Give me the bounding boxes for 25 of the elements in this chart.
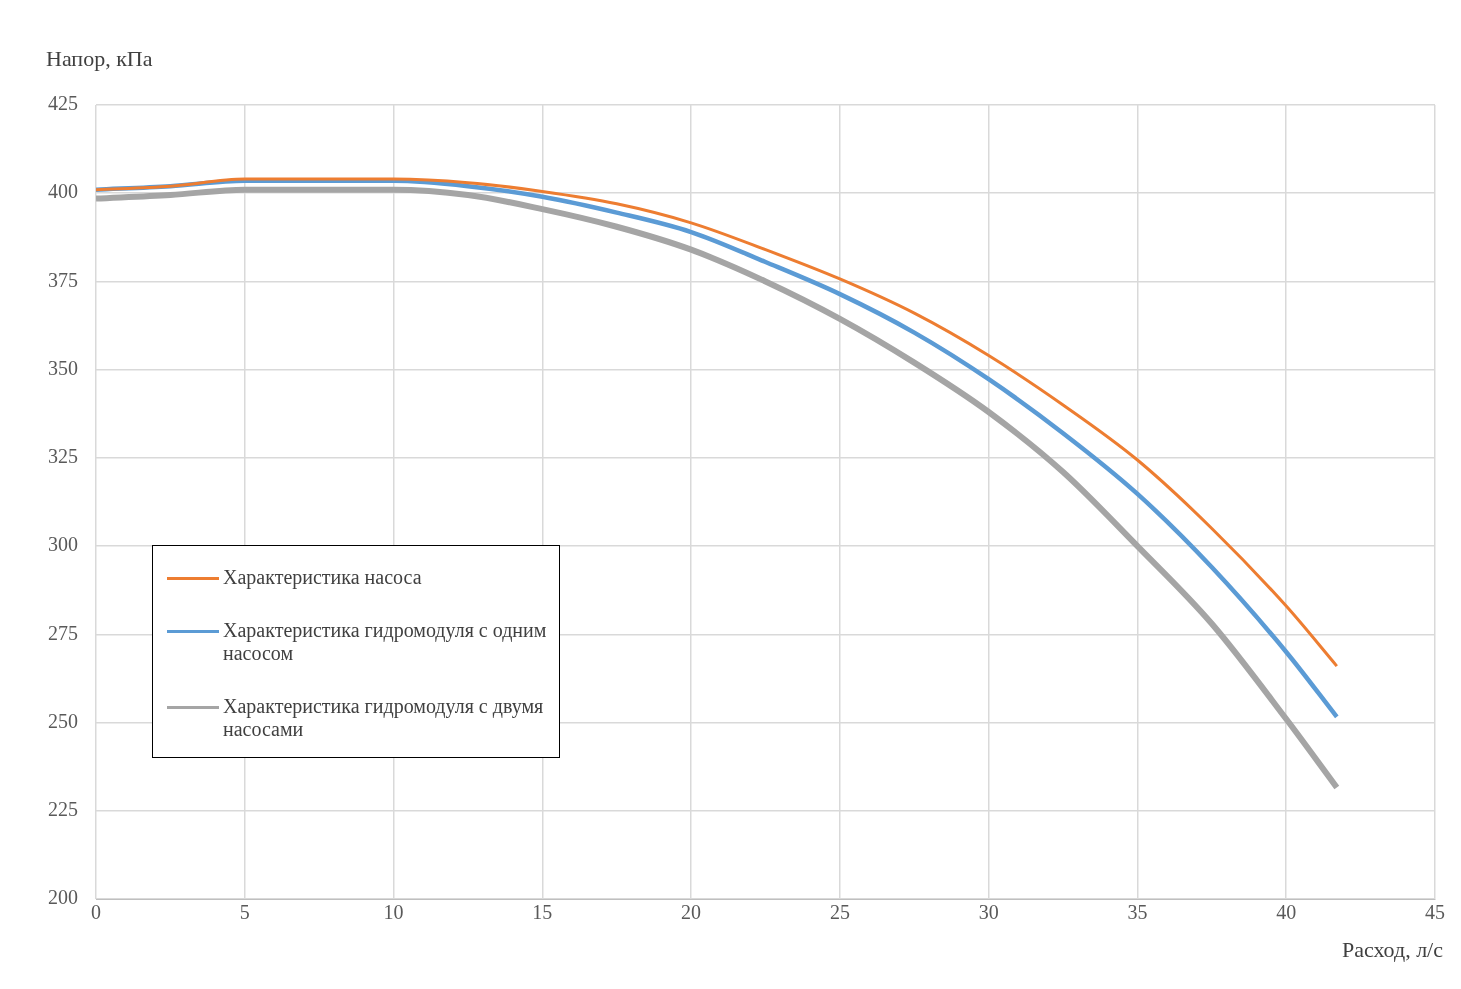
legend-label: Характеристика насоса [223, 566, 422, 589]
y-tick-label: 300 [48, 533, 78, 556]
y-tick-label: 250 [48, 709, 78, 732]
y-tick-label: 375 [48, 268, 78, 291]
x-tick-label: 10 [383, 901, 404, 924]
y-tick-label: 350 [48, 356, 78, 379]
x-axis-title: Расход, л/с [1341, 937, 1443, 963]
x-tick-label: 0 [91, 901, 101, 924]
x-tick-label: 30 [978, 901, 999, 924]
x-tick-label: 20 [681, 901, 702, 924]
y-tick-label: 425 [48, 92, 78, 115]
y-tick-label: 200 [48, 886, 78, 909]
x-tick-label: 35 [1127, 901, 1148, 924]
y-tick-label: 325 [48, 445, 78, 468]
y-tick-label: 275 [48, 621, 78, 644]
x-tick-label: 25 [829, 901, 850, 924]
y-axis-title: Напор, кПа [46, 46, 153, 72]
legend-label: Характеристика гидромодуля с двумя насосами [223, 695, 545, 741]
x-tick-label: 15 [532, 901, 553, 924]
legend-label: Характеристика гидромодуля с одним насосом [223, 619, 547, 665]
x-tick-label: 40 [1276, 901, 1297, 924]
x-tick-label: 45 [1425, 901, 1445, 924]
y-tick-label: 400 [48, 180, 78, 203]
x-tick-label: 5 [239, 901, 250, 924]
y-tick-label: 225 [48, 798, 78, 821]
